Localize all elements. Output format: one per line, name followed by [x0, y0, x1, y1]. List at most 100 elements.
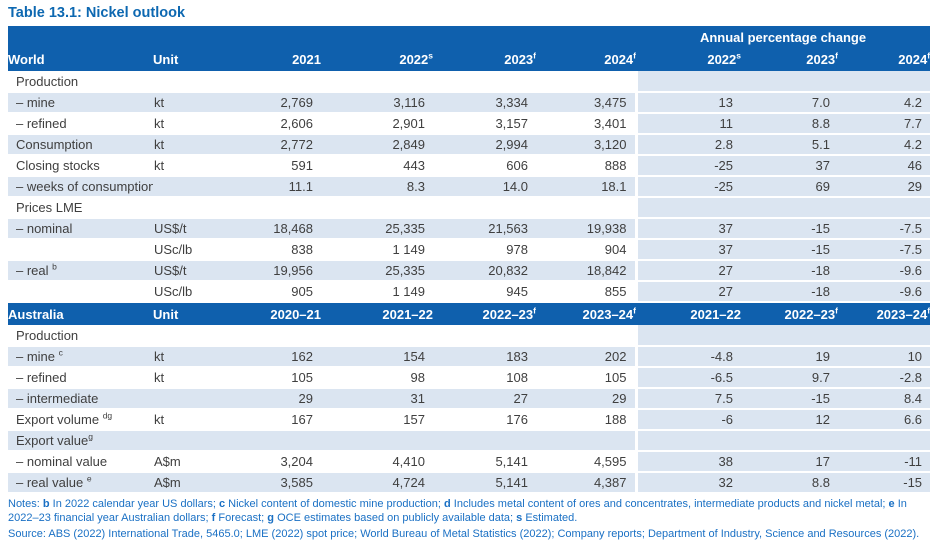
row-label [8, 281, 153, 303]
cell-apc-value [741, 71, 838, 93]
cell-unit [153, 197, 231, 219]
note-text: In 2022–23 financial year Australian dol… [8, 498, 907, 524]
cell-value: 606 [433, 155, 536, 177]
cell-apc-value: -7.5 [838, 218, 931, 240]
cell-apc-value: -15 [838, 472, 931, 494]
cell-value: 3,120 [536, 134, 636, 156]
cell-value [536, 71, 636, 93]
cell-value: 4,595 [536, 451, 636, 473]
cell-apc-value: 8.8 [741, 472, 838, 494]
cell-value [321, 71, 433, 93]
cell-unit: kt [153, 346, 231, 368]
cell-value: 162 [231, 346, 321, 368]
year-column-header: 2024f [536, 48, 636, 71]
cell-value: 3,401 [536, 113, 636, 135]
cell-apc-value: 32 [634, 472, 741, 494]
cell-value [433, 430, 536, 452]
cell-apc-value: 5.1 [741, 134, 838, 156]
table-row: USc/lb 905 1 149 945 855 27 -18 -9.6 [8, 281, 931, 303]
cell-apc-value [838, 197, 931, 219]
cell-unit [153, 325, 231, 347]
footnote-marker: e [86, 473, 92, 484]
year-column-header: 2023–24f [536, 302, 636, 325]
cell-value: 31 [321, 388, 433, 410]
cell-apc-value: 10 [838, 346, 931, 368]
cell-apc-value: 4.2 [838, 92, 931, 114]
cell-value: 108 [433, 367, 536, 389]
cell-apc-value: -15 [741, 239, 838, 261]
cell-value: 3,204 [231, 451, 321, 473]
row-label: – nominal [8, 218, 153, 240]
cell-value [536, 325, 636, 347]
note-text: OCE estimates based on publicly availabl… [274, 511, 517, 524]
cell-apc-value: 2.8 [634, 134, 741, 156]
cell-value: 5,141 [433, 451, 536, 473]
cell-apc-value: 13 [634, 92, 741, 114]
table-row: – refined kt 2,606 2,901 3,157 3,401 11 8.8 7.7 [8, 113, 931, 135]
header-spacer [8, 26, 636, 48]
apc-year-column-header: 2022s [636, 48, 741, 71]
cell-value [433, 197, 536, 219]
year-column-header: 2023f [433, 48, 536, 71]
table-title: Table 13.1: Nickel outlook [8, 5, 186, 21]
cell-unit: kt [153, 92, 231, 114]
cell-value: 188 [536, 409, 636, 431]
cell-value: 25,335 [321, 260, 433, 282]
row-label: Consumption [8, 134, 153, 156]
footnote-marker: f [533, 50, 536, 61]
cell-value [536, 430, 636, 452]
cell-value: 591 [231, 155, 321, 177]
cell-value [321, 325, 433, 347]
cell-unit: kt [153, 155, 231, 177]
row-label: Closing stocks [8, 155, 153, 177]
cell-apc-value: 9.7 [741, 367, 838, 389]
world-section-label: World [8, 48, 153, 71]
footnote-marker: f [927, 305, 931, 316]
cell-value: 176 [433, 409, 536, 431]
cell-value: 4,387 [536, 472, 636, 494]
cell-value: 888 [536, 155, 636, 177]
table-row: – refined kt 105 98 108 105 -6.5 9.7 -2.8 [8, 367, 931, 389]
cell-apc-value: 69 [741, 176, 838, 198]
cell-unit [153, 71, 231, 93]
cell-unit: US$/t [153, 260, 231, 282]
note-text: In 2022 calendar year US dollars; [49, 498, 219, 510]
cell-value [231, 197, 321, 219]
note-text: Includes metal content of ores and conce… [450, 498, 889, 510]
cell-value: 14.0 [433, 176, 536, 198]
cell-apc-value [634, 197, 741, 219]
cell-apc-value: 11 [634, 113, 741, 135]
row-label: – real value e [8, 472, 153, 494]
apc-year-column-header: 2021–22 [636, 302, 741, 325]
cell-apc-value: 46 [838, 155, 931, 177]
year-column-header: 2021–22 [321, 302, 433, 325]
footnote-marker: s [428, 50, 433, 61]
year-column-header: 2020–21 [231, 302, 321, 325]
unit-column-header: Unit [153, 302, 231, 325]
cell-apc-value: 6.6 [838, 409, 931, 431]
world-section-body: Production – mine kt 2,769 3,116 3,334 3,475 13… [8, 71, 931, 303]
report-page: Table 13.1: Nickel outlook Annual percen… [8, 5, 931, 542]
cell-apc-value: 27 [634, 281, 741, 303]
australia-section-label: Australia [8, 302, 153, 325]
row-label: Export volume dg [8, 409, 153, 431]
cell-apc-value: -6 [634, 409, 741, 431]
table-row: – real value e A$m 3,585 4,724 5,141 4,387 32 8… [8, 472, 931, 494]
year-column-header: 2021 [231, 48, 321, 71]
note-key: g [267, 511, 275, 524]
footnote-marker: g [88, 431, 93, 442]
cell-apc-value: 4.2 [838, 134, 931, 156]
cell-value: 4,724 [321, 472, 433, 494]
cell-value: 2,606 [231, 113, 321, 135]
cell-apc-value: 38 [634, 451, 741, 473]
cell-value: 3,116 [321, 92, 433, 114]
table-row: – mine kt 2,769 3,116 3,334 3,475 13 7.0 4.2 [8, 92, 931, 114]
cell-unit: kt [153, 367, 231, 389]
cell-value: 11.1 [231, 176, 321, 198]
note-key: e [888, 498, 895, 510]
apc-year-column-header: 2023f [741, 48, 838, 71]
world-header: Annual percentage change World Unit 2021 20… [8, 26, 931, 71]
row-label: – refined [8, 367, 153, 389]
cell-value: 2,769 [231, 92, 321, 114]
cell-value: 978 [433, 239, 536, 261]
